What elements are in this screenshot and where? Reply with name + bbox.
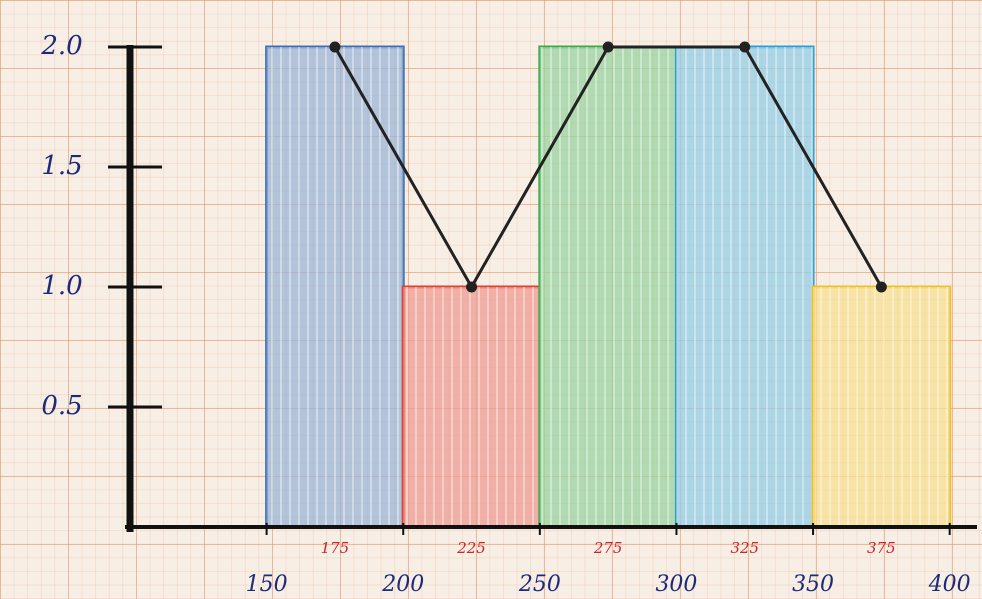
bar-hatch <box>267 47 404 527</box>
x-tick-label: 200 <box>381 572 424 597</box>
bar-hatch <box>813 287 950 527</box>
chart: 175 225 275 325 375 0.5 1.0 1.5 2.0 150 200 250 300 3… <box>0 0 982 599</box>
bar-hatch <box>403 287 540 527</box>
midpoint-label: 325 <box>730 539 759 557</box>
x-tick-label: 250 <box>518 572 561 597</box>
y-tick-label: 1.5 <box>41 151 82 181</box>
midpoint-label: 375 <box>867 539 896 557</box>
y-tick-label: 0.5 <box>41 391 82 421</box>
x-tick-label: 400 <box>928 572 971 597</box>
x-tick-label: 150 <box>246 572 288 597</box>
polygon-vertex <box>603 42 614 53</box>
midpoint-label: 275 <box>593 539 623 557</box>
midpoint-label: 175 <box>321 539 350 557</box>
polygon-vertex <box>466 282 477 293</box>
page: 175 225 275 325 375 0.5 1.0 1.5 2.0 150 200 250 300 3… <box>0 0 982 599</box>
x-tick-label: 350 <box>792 572 834 597</box>
polygon-vertex <box>876 282 887 293</box>
x-tick-label: 300 <box>655 572 697 597</box>
midpoint-label: 225 <box>456 539 486 557</box>
y-tick-label: 1.0 <box>41 271 82 301</box>
polygon-vertex <box>329 42 340 53</box>
bar-hatch <box>540 47 677 527</box>
bar-hatch <box>676 47 813 527</box>
polygon-vertex <box>739 42 750 53</box>
y-tick-label: 2.0 <box>40 31 82 61</box>
